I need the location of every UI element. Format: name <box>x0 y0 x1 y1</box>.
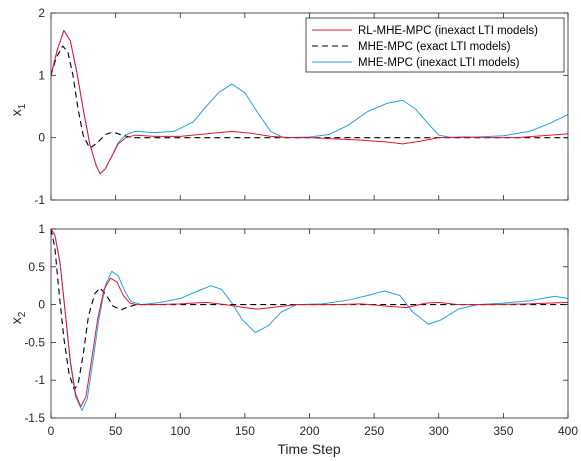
legend-label-inexact: MHE-MPC (inexact LTI models) <box>358 57 520 69</box>
bottom-x-tick-label: 200 <box>299 424 319 438</box>
bottom-x-tick-label: 350 <box>493 424 513 438</box>
bottom-y-tick-label: 0 <box>38 298 45 312</box>
bottom-y-tick-label: -1.5 <box>24 411 45 425</box>
top-ticks-group: -1 0 1 2 <box>34 6 569 207</box>
bottom-y-tick-label: -1 <box>34 373 45 387</box>
bottom-x-tick-label: 250 <box>364 424 384 438</box>
top-y-axis-label: x1 <box>8 103 28 116</box>
bottom-y-tick-label: 0.5 <box>28 260 45 274</box>
bottom-y-axis-label: x2 <box>8 311 28 324</box>
legend-label-exact: MHE-MPC (exact LTI models) <box>358 41 511 53</box>
bottom-series-group <box>51 229 568 411</box>
legend: RL-MHE-MPC (inexact LTI models) MHE-MPC … <box>305 17 565 73</box>
bottom-y-tick-label: 1 <box>38 222 45 236</box>
top-series-line-rl <box>51 29 568 175</box>
bottom-panel: 0 50 100 150 200 250 300 350 400-1.5-1-0.500.51 … <box>8 222 578 457</box>
top-y-tick-label: 0 <box>38 131 45 145</box>
top-panel: -1 0 1 2 x1 RL-MHE-MPC (inexact LTI models)… <box>8 6 569 207</box>
bottom-x-tick-label: 50 <box>109 424 123 438</box>
x-axis-label: Time Step <box>277 441 340 457</box>
bottom-series-line-inexact <box>51 229 568 411</box>
bottom-y-tick-label: -0.5 <box>24 335 45 349</box>
bottom-x-tick-label: 150 <box>235 424 255 438</box>
bottom-x-tick-label: 300 <box>429 424 449 438</box>
top-y-tick-label: -1 <box>34 193 45 207</box>
bottom-x-tick-label: 400 <box>558 424 578 438</box>
top-y-tick-label: 1 <box>38 68 45 82</box>
top-series-line-exact <box>51 45 568 149</box>
bottom-x-tick-label: 100 <box>170 424 190 438</box>
bottom-plot-area <box>51 229 568 418</box>
legend-label-rl: RL-MHE-MPC (inexact LTI models) <box>358 25 538 37</box>
bottom-x-tick-label: 0 <box>48 424 55 438</box>
bottom-series-line-rl <box>51 229 568 408</box>
bottom-ticks-group: 0 50 100 150 200 250 300 350 400 -1.5 -1 -0.5 0 0.5 1 <box>24 222 578 438</box>
top-y-tick-label: 2 <box>38 6 45 20</box>
top-series-group <box>51 29 568 175</box>
legend-box <box>305 17 565 73</box>
